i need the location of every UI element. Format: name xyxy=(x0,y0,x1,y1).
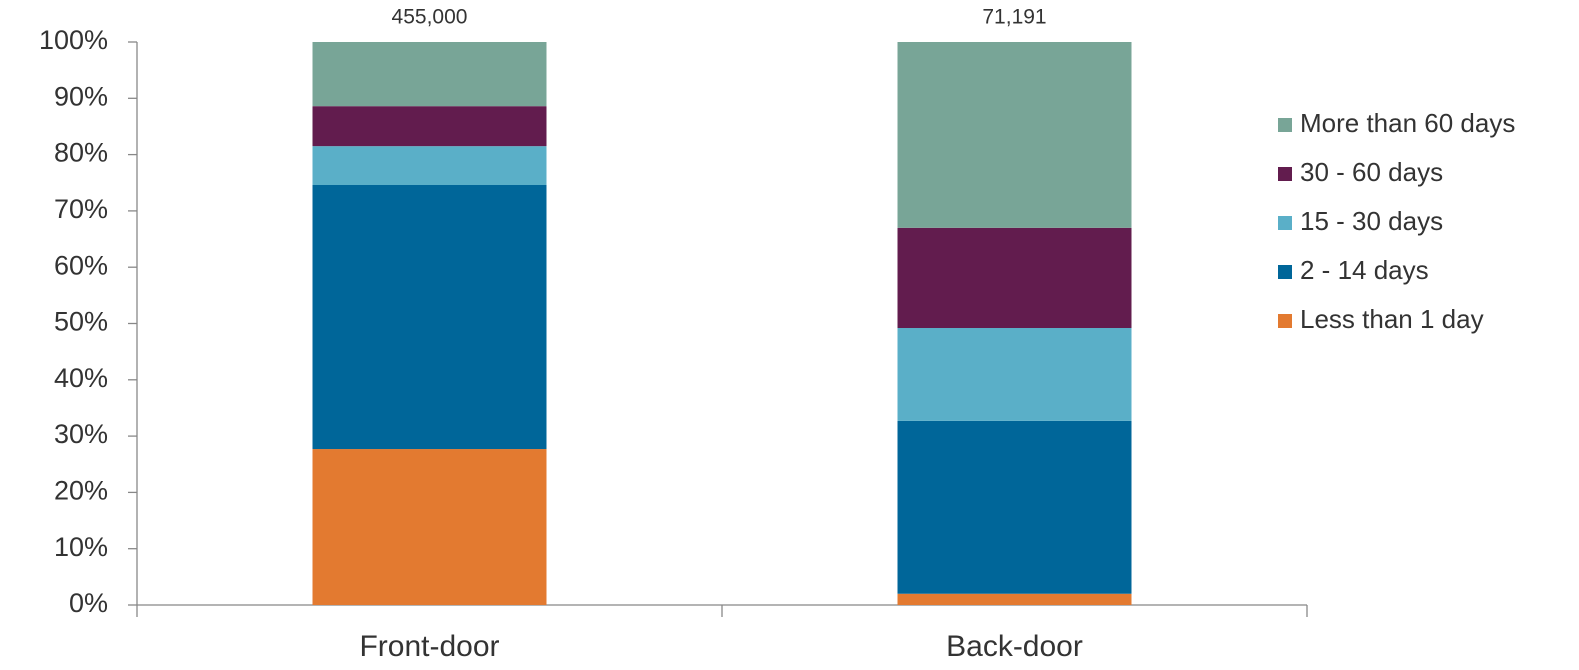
legend-label: More than 60 days xyxy=(1300,108,1515,138)
x-tick-label: Back-door xyxy=(946,630,1083,663)
bar-segment xyxy=(897,42,1132,228)
legend-swatch xyxy=(1278,216,1292,230)
bar-segment xyxy=(897,227,1132,329)
legend-label: 30 - 60 days xyxy=(1300,157,1443,187)
total-label: 71,191 xyxy=(982,6,1046,29)
y-tick-label: 50% xyxy=(54,307,108,337)
y-tick-label: 40% xyxy=(54,363,108,393)
y-tick-label: 80% xyxy=(54,138,108,168)
y-tick-label: 0% xyxy=(69,588,108,618)
y-tick-label: 10% xyxy=(54,532,108,562)
y-tick-label: 100% xyxy=(39,25,108,55)
bar-segment xyxy=(312,449,547,605)
total-label: 455,000 xyxy=(392,6,468,29)
legend-swatch xyxy=(1278,118,1292,132)
y-tick-label: 20% xyxy=(54,476,108,506)
legend-label: 15 - 30 days xyxy=(1300,206,1443,236)
x-tick-label: Front-door xyxy=(359,630,499,663)
legend-swatch xyxy=(1278,167,1292,181)
bar-segment xyxy=(312,185,547,450)
y-tick-label: 60% xyxy=(54,250,108,280)
legend-label: 2 - 14 days xyxy=(1300,255,1429,285)
legend-label: Less than 1 day xyxy=(1300,304,1484,334)
y-tick-label: 70% xyxy=(54,194,108,224)
y-tick-label: 90% xyxy=(54,81,108,111)
bar-segment xyxy=(312,42,547,107)
legend-swatch xyxy=(1278,314,1292,328)
bar-segment xyxy=(312,146,547,186)
bar-segment xyxy=(312,106,547,147)
legend-swatch xyxy=(1278,265,1292,279)
bar-segment xyxy=(897,328,1132,421)
bar-segment xyxy=(897,593,1132,605)
y-tick-label: 30% xyxy=(54,419,108,449)
bar-segment xyxy=(897,420,1132,594)
